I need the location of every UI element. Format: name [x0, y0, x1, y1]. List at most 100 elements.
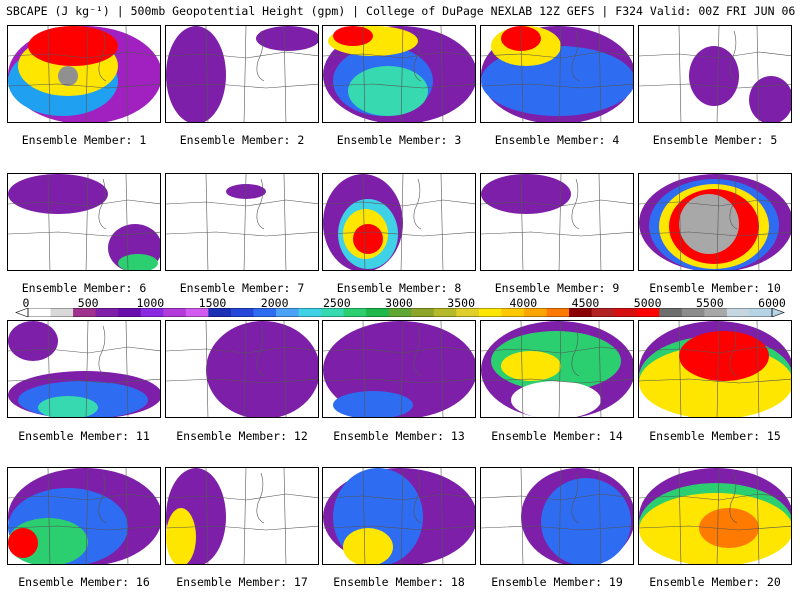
map-boundary-line — [323, 346, 475, 354]
cape-shading — [679, 194, 739, 254]
map-boundary-line — [558, 26, 562, 122]
map-boundary-line — [47, 26, 51, 122]
cape-map — [481, 174, 633, 270]
cape-map — [639, 321, 791, 417]
colorbar-swatch — [636, 308, 660, 317]
map-boundary-line — [729, 30, 738, 82]
map-boundary-line — [205, 26, 209, 122]
map-boundary-line — [85, 321, 89, 417]
map-boundary-line — [639, 231, 791, 237]
colorbar: 0 500 1000 1500 2000 2500 3000 3500 4000 4500 5000… — [0, 296, 800, 318]
ensemble-map-panel — [7, 173, 161, 271]
map-boundary-line — [678, 321, 682, 417]
map-boundary-line — [598, 174, 602, 270]
map-boundary-line — [362, 26, 366, 122]
map-boundary-line — [85, 26, 89, 122]
map-boundary-line — [323, 199, 475, 207]
map-boundary-line — [8, 378, 160, 384]
map-boundary-line — [362, 321, 366, 417]
map-title: SBCAPE (J kg⁻¹) | 500mb Geopotential Hei… — [6, 4, 800, 18]
map-boundary-line — [729, 472, 738, 524]
ensemble-map-panel — [480, 467, 634, 565]
map-boundary-line — [729, 325, 738, 377]
colorbar-swatch — [388, 308, 412, 317]
map-boundary-line — [598, 26, 602, 122]
map-boundary-line — [400, 26, 404, 122]
ensemble-member-label: Ensemble Member: 19 — [491, 575, 623, 589]
cape-map — [639, 26, 791, 122]
map-boundary-line — [8, 83, 160, 89]
cape-map — [323, 174, 475, 270]
map-boundary-line — [481, 378, 633, 384]
map-boundary-line — [166, 51, 318, 59]
ensemble-member-label: Ensemble Member: 13 — [333, 429, 465, 443]
ensemble-member-label: Ensemble Member: 16 — [18, 575, 150, 589]
ensemble-map-panel — [165, 25, 319, 123]
cape-map — [166, 321, 318, 417]
colorbar-swatch — [321, 308, 345, 317]
map-boundary-line — [283, 26, 287, 122]
colorbar-swatch — [95, 308, 119, 317]
ensemble-member-label: Ensemble Member: 18 — [333, 575, 465, 589]
colorbar-tick-label: 4500 — [571, 296, 600, 310]
cape-shading — [28, 26, 118, 66]
cape-map — [8, 321, 160, 417]
map-boundary-line — [166, 378, 318, 384]
colorbar-min-arrow — [15, 308, 29, 317]
colorbar-swatch — [298, 308, 322, 317]
map-boundary-line — [440, 174, 444, 270]
colorbar-swatch — [614, 308, 638, 317]
colorbar-swatch — [704, 308, 728, 317]
cape-shading — [8, 321, 58, 361]
cape-shading — [333, 391, 413, 417]
map-boundary-line — [678, 468, 682, 564]
colorbar-tick-label: 4000 — [509, 296, 538, 310]
colorbar-swatch — [569, 308, 593, 317]
map-boundary-line — [362, 174, 366, 270]
cape-shading — [333, 26, 373, 46]
map-boundary-line — [8, 51, 160, 59]
map-boundary-line — [166, 83, 318, 89]
map-boundary-line — [243, 26, 247, 122]
colorbar-swatch — [478, 308, 502, 317]
ensemble-member-label: Ensemble Member: 4 — [494, 133, 620, 147]
cape-map — [8, 26, 160, 122]
ensemble-map-panel — [638, 320, 792, 418]
colorbar-swatch — [28, 308, 52, 317]
colorbar-swatch — [253, 308, 277, 317]
cape-map — [8, 468, 160, 564]
map-boundary-line — [639, 346, 791, 354]
ensemble-member-label: Ensemble Member: 14 — [491, 429, 623, 443]
cape-map — [8, 174, 160, 270]
colorbar-tick-label: 2500 — [322, 296, 351, 310]
map-boundary-line — [85, 174, 89, 270]
ensemble-member-label: Ensemble Member: 1 — [21, 133, 147, 147]
ensemble-map-panel — [480, 25, 634, 123]
cape-shading — [749, 76, 791, 122]
map-boundary-line — [729, 178, 738, 230]
colorbar-swatch — [366, 308, 390, 317]
map-boundary-line — [166, 493, 318, 501]
cape-shading — [58, 66, 78, 86]
cape-shading — [8, 174, 108, 214]
map-boundary-line — [283, 174, 287, 270]
ensemble-map-panel — [7, 467, 161, 565]
ensemble-map-panel — [322, 173, 476, 271]
map-boundary-line — [440, 468, 444, 564]
map-boundary-line — [323, 51, 475, 59]
ensemble-map-panel — [322, 320, 476, 418]
cape-map — [166, 468, 318, 564]
cape-map — [481, 321, 633, 417]
map-boundary-line — [8, 493, 160, 501]
colorbar-swatch — [140, 308, 164, 317]
map-boundary-line — [8, 231, 160, 237]
colorbar-swatch — [118, 308, 142, 317]
map-boundary-line — [47, 174, 51, 270]
map-boundary-line — [756, 26, 760, 122]
map-boundary-line — [323, 231, 475, 237]
map-boundary-line — [520, 468, 524, 564]
map-boundary-line — [598, 468, 602, 564]
ensemble-map-panel — [480, 320, 634, 418]
map-boundary-line — [98, 30, 107, 82]
map-boundary-line — [47, 468, 51, 564]
